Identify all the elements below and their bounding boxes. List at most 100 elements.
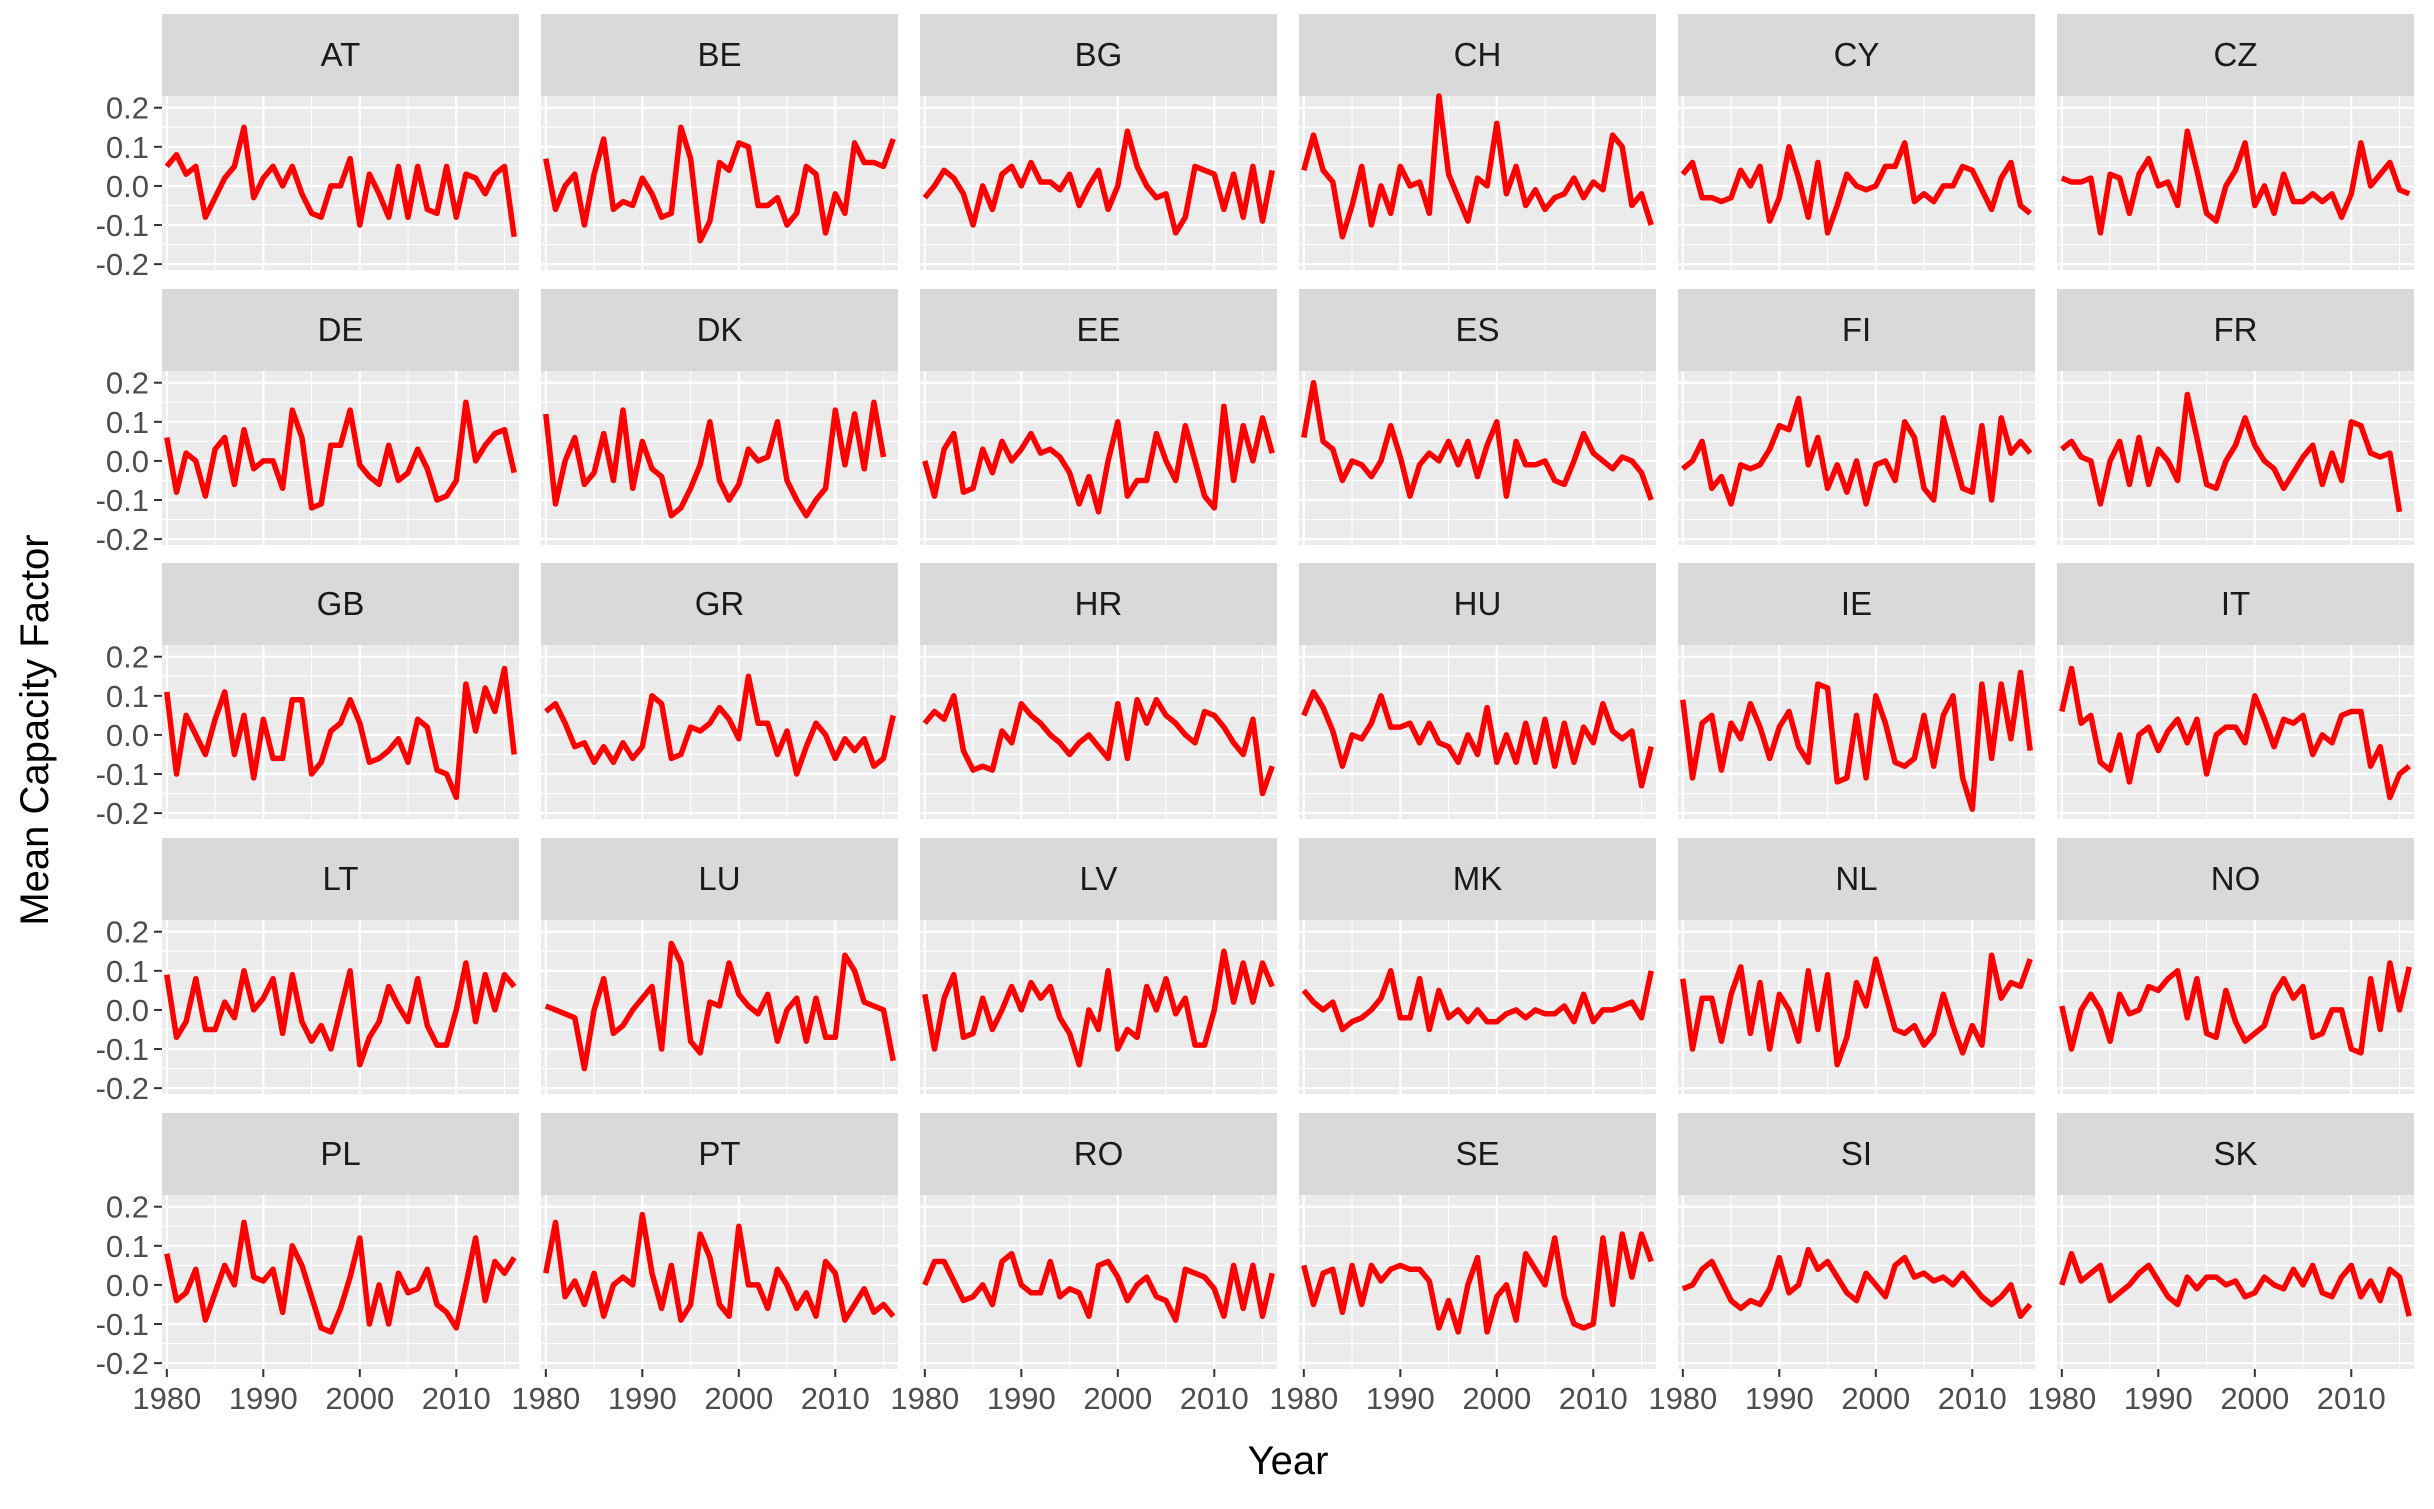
facet-panel-se: SE: [1299, 1113, 1656, 1369]
facet-strip: [1678, 289, 2035, 371]
series-line: [544, 940, 896, 1072]
facet-strip: [162, 563, 519, 645]
y-tick-label: 0.1: [106, 954, 149, 989]
gridlines: [920, 645, 1277, 819]
facet-strip: [1678, 1113, 2035, 1195]
facet-strip-label: DK: [697, 311, 743, 348]
facet-strip: [1678, 14, 2035, 96]
y-axis: -0.2 -0.1 0.0 0.1 0.2: [96, 1190, 162, 1381]
x-tick-label: 2010: [1180, 1381, 1249, 1416]
x-tick-label: 2000: [2220, 1381, 2289, 1416]
facet-panel-ee: EE: [920, 289, 1277, 545]
facet-strip-label: HU: [1454, 585, 1502, 622]
facet-strip: [541, 1113, 898, 1195]
facet-panel-fr: FR: [2057, 289, 2414, 545]
series-line: [1301, 689, 1654, 789]
facet-panel-nl: NL: [1678, 838, 2035, 1094]
facet-strip-label: FI: [1842, 311, 1871, 348]
panel-background: [541, 645, 898, 819]
facet-strip: [920, 563, 1277, 645]
x-axis: 1980 1990 2000 2010: [511, 1369, 870, 1416]
facet-panel-de: DE: [162, 289, 519, 545]
gridlines: [920, 371, 1277, 545]
facet-panel-pt: PT: [541, 1113, 898, 1369]
facet-strip: [162, 1113, 519, 1195]
facet-strip-label: FR: [2214, 311, 2258, 348]
facet-panel-sk: SK: [2057, 1113, 2414, 1369]
facet-panel-gr: GR: [541, 563, 898, 819]
facet-strip-label: GB: [317, 585, 365, 622]
x-axis: 1980 1990 2000 2010: [132, 1369, 491, 1416]
facet-strip-label: ES: [1455, 311, 1499, 348]
y-tick-label: -0.1: [96, 208, 149, 243]
y-tick-label: -0.2: [96, 522, 149, 557]
panel-background: [541, 96, 898, 270]
series-line: [922, 1250, 1275, 1323]
facet-panel-cz: CZ: [2057, 14, 2414, 270]
series-line: [2059, 1250, 2412, 1317]
y-tick-label: -0.2: [96, 1346, 149, 1381]
facet-strip: [162, 838, 519, 920]
y-axes: -0.2-0.10.00.10.2-0.2-0.10.00.10.2-0.2-0…: [96, 91, 162, 1381]
series-line: [2059, 960, 2412, 1056]
series-line: [543, 399, 887, 519]
series-line: [164, 665, 517, 801]
y-tick-label: 0.2: [106, 915, 149, 950]
series-line: [922, 403, 1275, 515]
x-tick-label: 2000: [1083, 1381, 1152, 1416]
facet-panel-hr: HR: [920, 563, 1277, 819]
facet-strip-label: CZ: [2214, 36, 2258, 73]
x-axis: 1980 1990 2000 2010: [1648, 1369, 2007, 1416]
facet-panel-es: ES: [1299, 289, 1656, 545]
gridlines: [2057, 371, 2414, 545]
y-tick-label: 0.0: [106, 1268, 149, 1303]
x-tick-label: 2000: [1841, 1381, 1910, 1416]
x-axis: 1980 1990 2000 2010: [890, 1369, 1249, 1416]
facet-strip-label: MK: [1453, 860, 1503, 897]
facet-strip-label: IE: [1841, 585, 1872, 622]
panel-background: [1299, 920, 1656, 1094]
facet-strip: [1299, 838, 1656, 920]
facet-panel-dk: DK: [541, 289, 898, 545]
y-tick-label: 0.0: [106, 444, 149, 479]
series-line: [164, 399, 517, 511]
series-line: [1681, 1246, 2033, 1319]
gridlines: [1678, 920, 2035, 1094]
y-tick-label: 0.2: [106, 366, 149, 401]
x-tick-label: 1990: [608, 1381, 677, 1416]
facet-panel-lv: LV: [920, 838, 1277, 1094]
facet-strip: [541, 563, 898, 645]
series-line: [1301, 968, 1654, 1033]
facet-panel-be: BE: [541, 14, 898, 270]
facet-panel-pl: PL: [162, 1113, 519, 1369]
facet-strip: [2057, 838, 2414, 920]
series-line: [1680, 140, 2032, 236]
x-tick-label: 1980: [2027, 1381, 2096, 1416]
series-line: [164, 124, 517, 238]
facet-strip-label: NL: [1835, 860, 1877, 897]
y-tick-label: -0.2: [96, 1071, 149, 1106]
facet-strip-label: SE: [1455, 1135, 1499, 1172]
facet-panel-mk: MK: [1299, 838, 1656, 1094]
y-tick-label: 0.0: [106, 169, 149, 204]
panel-background: [1678, 1195, 2035, 1369]
y-tick-label: 0.2: [106, 91, 149, 126]
facet-panel-no: NO: [2057, 838, 2414, 1094]
facet-strip-label: GR: [695, 585, 745, 622]
facet-strip-label: EE: [1076, 311, 1120, 348]
series-line: [543, 1211, 896, 1323]
x-tick-label: 1990: [1366, 1381, 1435, 1416]
facet-strip: [920, 1113, 1277, 1195]
x-axis: 1980 1990 2000 2010: [2027, 1369, 2386, 1416]
facet-panel-bg: BG: [920, 14, 1277, 270]
series-line: [1680, 952, 2033, 1068]
facet-strip: [1299, 563, 1656, 645]
y-tick-label: 0.1: [106, 405, 149, 440]
y-axis: -0.2 -0.1 0.0 0.1 0.2: [96, 366, 162, 557]
y-axis: -0.2 -0.1 0.0 0.1 0.2: [96, 640, 162, 831]
facet-strip: [2057, 563, 2414, 645]
facet-strip: [541, 14, 898, 96]
y-tick-label: 0.1: [106, 1229, 149, 1264]
series-line: [2060, 128, 2411, 236]
